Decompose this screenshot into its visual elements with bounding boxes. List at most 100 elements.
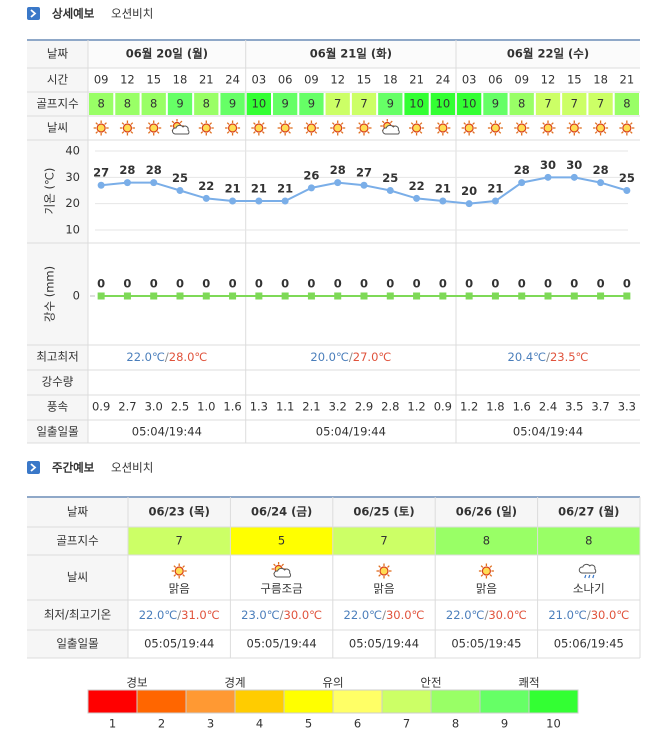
weather-icon — [514, 120, 530, 136]
data-label: 0 — [439, 277, 447, 291]
temp-range: 21.0℃/30.0℃ — [548, 608, 629, 622]
data-point — [334, 179, 342, 187]
time: 09 — [94, 73, 109, 87]
data-point — [150, 179, 158, 187]
sun-ray — [489, 565, 493, 568]
sun — [201, 123, 211, 133]
golf-cell — [537, 527, 640, 555]
sun-ray — [594, 131, 598, 134]
row-label: 날짜 — [67, 505, 89, 519]
low-temp: 22.0℃ — [139, 608, 178, 622]
sun-ray — [568, 131, 572, 134]
sun-ray — [542, 131, 545, 134]
sun-ray — [130, 131, 134, 134]
low-temp: 21.0℃ — [548, 608, 587, 622]
sun-ray — [358, 131, 361, 134]
time: 21 — [620, 73, 635, 87]
legend-group: 경계 — [224, 676, 245, 690]
data-label: 0 — [597, 277, 605, 291]
data-point — [386, 187, 394, 194]
time: 24 — [225, 73, 240, 87]
wind-speed: 1.2 — [407, 400, 425, 414]
temp-range: 22.0℃/28.0℃ — [126, 350, 207, 364]
data-label: 0 — [570, 277, 578, 291]
date-header: 06월 20일 (월) — [126, 47, 208, 61]
data-label: 0 — [386, 277, 394, 291]
weather-icon — [225, 120, 241, 136]
sun-ray — [524, 122, 528, 125]
row-label: 강수량 — [42, 375, 74, 389]
row-label: 일출일몰 — [56, 637, 98, 651]
cloud — [382, 124, 400, 135]
sun — [379, 566, 389, 576]
y-tick-label: 0 — [73, 289, 80, 303]
sun-ray — [472, 122, 475, 125]
low-temp: 22.0℃ — [344, 608, 383, 622]
weather-icon — [170, 119, 190, 135]
wind-speed: 2.1 — [302, 400, 320, 414]
sun-ray — [445, 122, 449, 125]
data-point — [97, 292, 105, 300]
sun-ray — [603, 122, 607, 125]
low-temp: 20.0℃ — [310, 350, 349, 364]
golf-index: 9 — [176, 97, 183, 111]
sun-times: 05:06/19:45 — [554, 637, 624, 651]
golf-index: 7 — [380, 534, 387, 548]
legend-group: 유의 — [322, 676, 343, 690]
data-label: 26 — [303, 168, 319, 182]
data-label: 22 — [409, 179, 425, 193]
wind-speed: 1.6 — [513, 400, 531, 414]
sun-ray — [182, 565, 185, 568]
golf-cell — [535, 93, 561, 115]
sun — [359, 123, 369, 133]
legend-group: 경보 — [126, 676, 147, 690]
sun-ray — [200, 131, 204, 134]
golf-cell — [332, 527, 436, 555]
data-label: 0 — [202, 277, 210, 291]
sun-ray — [515, 131, 519, 134]
data-point — [597, 292, 605, 300]
golf-index: 5 — [278, 534, 285, 548]
temp-range: 22.0℃/30.0℃ — [344, 608, 425, 622]
wind-speed: 3.2 — [329, 400, 347, 414]
sun-ray — [314, 131, 318, 134]
section-icon-arrow — [30, 463, 37, 472]
section-icon — [27, 461, 40, 474]
row-label: 날씨 — [47, 121, 68, 135]
data-label: 30 — [540, 158, 556, 172]
y-tick-label: 20 — [65, 196, 80, 210]
legend-level: 8 — [452, 717, 459, 731]
legend-swatch — [87, 689, 138, 714]
sun-ray — [331, 131, 335, 134]
label-column — [27, 40, 88, 443]
sun-times: 05:04/19:44 — [316, 425, 386, 439]
low-temp: 22.0℃ — [126, 350, 165, 364]
weather-text: 맑음 — [476, 582, 497, 596]
data-point — [360, 292, 368, 300]
time: 21 — [199, 73, 214, 87]
data-label: 28 — [146, 163, 162, 177]
section-title: 주간예보 — [52, 461, 95, 475]
row-label: 풍속 — [47, 400, 68, 414]
sun-ray — [387, 565, 390, 568]
wind-speed: 3.7 — [591, 400, 609, 414]
golf-cell — [194, 93, 219, 115]
sun-ray — [577, 122, 581, 125]
golf-cell — [430, 93, 455, 115]
golf-cell — [89, 93, 114, 115]
cloud — [578, 563, 597, 574]
sun-ray — [463, 122, 467, 125]
legend-swatch — [528, 689, 579, 714]
sun-ray — [253, 122, 256, 125]
data-point — [360, 181, 368, 189]
weather-icon — [578, 563, 597, 579]
sun-times: 05:05/19:44 — [144, 637, 214, 651]
sun-ray — [95, 122, 99, 125]
sun — [481, 566, 491, 576]
separator: / — [546, 350, 550, 364]
sun-ray — [179, 120, 183, 124]
high-temp: 30.0℃ — [488, 608, 527, 622]
data-point — [439, 197, 447, 205]
weather-icon — [619, 120, 635, 136]
time: 12 — [120, 73, 135, 87]
